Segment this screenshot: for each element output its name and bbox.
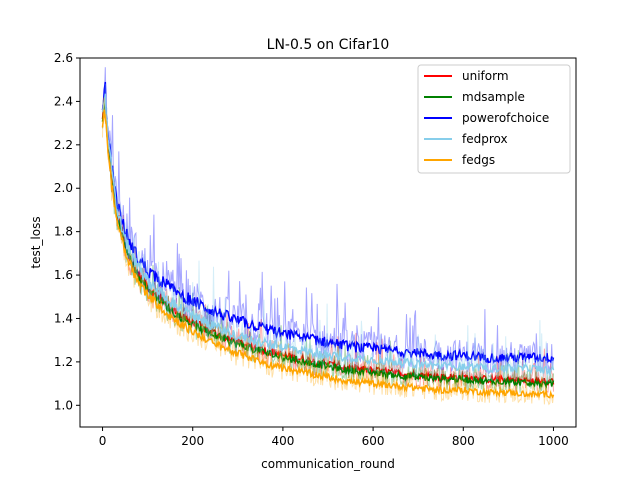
y-tick-label: 2.6 [54, 51, 73, 65]
x-tick-label: 400 [271, 434, 294, 448]
chart-title: LN-0.5 on Cifar10 [267, 37, 390, 53]
y-tick-label: 1.2 [54, 355, 73, 369]
series-line-fedgs [101, 109, 555, 399]
legend-label-powerofchoice: powerofchoice [462, 111, 549, 125]
x-tick-label: 1000 [538, 434, 569, 448]
y-tick-label: 1.0 [54, 398, 73, 412]
x-tick-label: 800 [452, 434, 475, 448]
y-tick-label: 2.0 [54, 181, 73, 195]
x-axis-label: communication_round [261, 457, 395, 471]
y-tick-label: 1.8 [54, 225, 73, 239]
x-tick-label: 0 [99, 434, 107, 448]
series-line-fedprox [101, 93, 555, 377]
series-layer [101, 67, 555, 406]
legend-box [417, 64, 571, 174]
legend-label-mdsample: mdsample [462, 90, 525, 104]
y-tick-label: 2.2 [54, 138, 73, 152]
legend-label-uniform: uniform [462, 69, 509, 83]
legend-label-fedgs: fedgs [462, 153, 495, 167]
x-tick-label: 600 [362, 434, 385, 448]
x-axis: 0 200 400 600 800 1000 [99, 427, 569, 448]
series-line-mdsample [101, 103, 555, 389]
y-axis: 1.0 1.2 1.4 1.6 1.8 2.0 2.2 2.4 2.6 [54, 51, 80, 412]
y-axis-label: test_loss [29, 216, 43, 268]
plot-frame [79, 57, 577, 428]
series-band-fedgs [102, 96, 554, 406]
y-tick-label: 2.4 [54, 94, 73, 108]
y-tick-label: 1.6 [54, 268, 73, 282]
legend-label-fedprox: fedprox [462, 132, 508, 146]
y-tick-label: 1.4 [54, 311, 73, 325]
legend: uniform mdsample powerofchoice fedprox fedgs [417, 64, 571, 174]
x-tick-label: 200 [181, 434, 204, 448]
series-line-powerofchoice [101, 81, 555, 364]
